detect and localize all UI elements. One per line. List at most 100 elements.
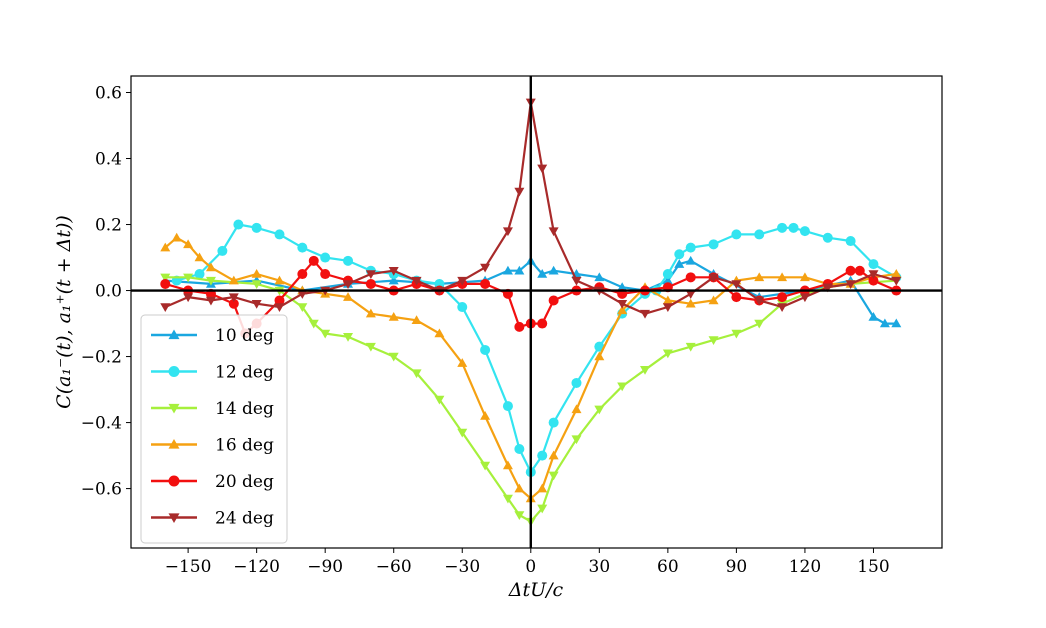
data-point (845, 280, 856, 289)
x-tick-label: −90 (307, 557, 343, 577)
legend-swatch-marker (168, 475, 180, 487)
data-point (194, 269, 205, 280)
y-tick-label: 0.6 (95, 84, 122, 104)
legend: 10 deg 12 deg 14 deg 16 deg 20 deg 24 deg (140, 314, 288, 544)
data-point (537, 164, 548, 174)
data-point (205, 296, 216, 306)
data-point (183, 239, 194, 249)
legend-swatch-marker (168, 513, 180, 523)
data-point (194, 252, 205, 262)
data-point (548, 471, 559, 481)
data-point (548, 265, 559, 275)
x-tick-label: 30 (589, 557, 611, 577)
data-point (617, 282, 628, 291)
reference-lines (131, 76, 942, 548)
data-point (160, 242, 171, 252)
data-point (548, 450, 559, 460)
data-point (548, 295, 559, 306)
x-tick-label: 150 (857, 557, 889, 577)
data-point (480, 278, 491, 289)
data-point (514, 321, 525, 332)
data-point (845, 265, 856, 276)
data-point (571, 377, 582, 388)
data-point (822, 283, 833, 293)
data-point (731, 292, 742, 303)
data-point (799, 293, 810, 303)
data-point (891, 318, 902, 328)
data-point (365, 278, 376, 289)
data-point (514, 483, 525, 493)
legend-swatch-marker (168, 403, 180, 414)
data-point (320, 269, 331, 280)
data-point (854, 265, 865, 276)
data-point (502, 265, 513, 275)
data-point (674, 259, 685, 268)
data-point (754, 319, 765, 329)
y-tick-label: −0.4 (81, 414, 122, 434)
data-point (411, 276, 422, 286)
x-tick-label: 0 (525, 557, 536, 577)
series-layer (160, 98, 902, 527)
y-tick-label: 0.0 (95, 282, 122, 302)
data-point (160, 273, 171, 283)
data-point (171, 232, 182, 242)
legend-entry: 10 deg (151, 326, 274, 346)
data-point (251, 222, 262, 233)
data-point (457, 302, 468, 313)
data-point (297, 303, 308, 313)
data-point (537, 504, 548, 514)
data-point (685, 342, 696, 352)
data-point (434, 328, 445, 338)
data-point (640, 366, 651, 375)
data-point (662, 275, 673, 285)
data-point (228, 275, 239, 285)
data-point (708, 336, 719, 346)
data-point (514, 511, 525, 520)
data-point (685, 272, 696, 283)
data-point (343, 280, 354, 289)
data-point (537, 450, 548, 461)
data-point (205, 276, 216, 286)
x-axis-label: ΔtU/c (508, 579, 564, 601)
legend-swatch-marker (168, 439, 180, 449)
data-point (868, 275, 879, 286)
data-point (845, 236, 856, 247)
data-point (411, 315, 422, 325)
data-point (777, 222, 788, 233)
data-point (480, 461, 491, 471)
data-point (502, 494, 513, 504)
legend-swatch-marker (168, 366, 180, 377)
legend-entry: 20 deg (151, 472, 274, 492)
data-point (365, 308, 376, 318)
data-point (537, 269, 548, 278)
data-point (160, 278, 171, 289)
data-point (788, 222, 799, 233)
series-line (165, 276, 897, 523)
y-tick-label: −0.2 (81, 348, 122, 368)
data-point (297, 242, 308, 253)
data-point (297, 269, 308, 280)
data-point (754, 296, 765, 306)
data-point (537, 483, 548, 493)
data-point (617, 382, 628, 392)
data-point (685, 290, 696, 299)
data-point (868, 259, 879, 270)
data-point (233, 219, 244, 230)
data-point (480, 263, 491, 273)
data-point (617, 299, 628, 309)
data-point (502, 227, 513, 237)
data-point (685, 255, 696, 265)
plot-frame (130, 75, 943, 549)
data-point (183, 293, 194, 303)
x-tick-label: −60 (376, 557, 412, 577)
data-point (662, 303, 673, 313)
data-point (205, 262, 216, 272)
data-point (160, 303, 171, 313)
series-12-deg (171, 219, 902, 478)
y-tick-label: −0.6 (81, 480, 122, 500)
data-point (411, 369, 422, 379)
data-point (308, 255, 319, 266)
data-point (777, 292, 788, 303)
data-point (708, 239, 719, 250)
